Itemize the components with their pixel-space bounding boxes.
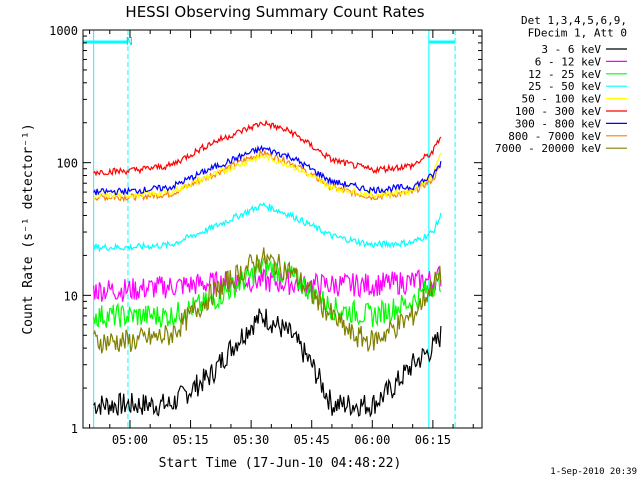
series-layer — [93, 119, 442, 418]
x-tick-label: 06:00 — [354, 433, 390, 447]
legend-entry-label: 800 - 7000 keV — [508, 130, 601, 143]
series-line-300-800-kev — [93, 144, 442, 196]
chart-title: HESSI Observing Summary Count Rates — [125, 3, 424, 21]
legend-entry-label: 100 - 300 keV — [515, 105, 601, 118]
series-line-25-50-kev — [93, 201, 442, 253]
timestamp: 1-Sep-2010 20:39 — [550, 467, 637, 477]
flag-label: N — [126, 35, 133, 48]
legend-entry-label: 3 - 6 keV — [541, 43, 601, 56]
y-tick-label: 1 — [71, 422, 78, 436]
plot-frame — [82, 29, 483, 429]
series-line-3-6-kev — [93, 308, 442, 418]
legend-header-line: FDecim 1, Att 0 — [528, 27, 627, 40]
x-axis: 05:00 05:15 05:30 05:45 06:00 06:15 — [89, 30, 474, 447]
legend-entry-label: 7000 - 20000 keV — [495, 142, 601, 155]
y-tick-label: 100 — [56, 157, 78, 171]
y-axis: 1 10 100 1000 — [49, 24, 482, 436]
x-tick-label: 05:00 — [112, 433, 148, 447]
series-line-50-100-kev — [93, 152, 442, 200]
legend-entry-label: 6 - 12 keV — [535, 55, 602, 68]
x-axis-label: Start Time (17-Jun-10 04:48:22) — [159, 456, 402, 471]
legend-entry-label: 25 - 50 keV — [528, 80, 601, 93]
series-line-7000-20000-kev — [93, 247, 442, 354]
legend-header-line: Det 1,3,4,5,6,9, — [521, 14, 627, 27]
x-tick-label: 05:45 — [294, 433, 330, 447]
x-tick-label: 06:15 — [415, 433, 451, 447]
saa-night-markers — [83, 30, 456, 428]
y-tick-label: 1000 — [49, 24, 78, 38]
x-tick-label: 05:15 — [172, 433, 208, 447]
x-tick-label: 05:30 — [233, 433, 269, 447]
legend-entry-label: 12 - 25 keV — [528, 68, 601, 81]
legend-entry-label: 300 - 800 keV — [515, 117, 601, 130]
y-axis-label: Count Rate (s⁻¹ detector⁻¹) — [21, 123, 36, 334]
legend-entry-label: 50 - 100 keV — [522, 93, 602, 106]
series-line-6-12-kev — [93, 266, 442, 302]
legend: Det 1,3,4,5,6,9,FDecim 1, Att 0 3 - 6 keV… — [495, 14, 627, 155]
y-tick-label: 10 — [64, 289, 78, 303]
series-line-100-300-kev — [93, 119, 442, 177]
series-line-12-25-kev — [93, 255, 442, 328]
